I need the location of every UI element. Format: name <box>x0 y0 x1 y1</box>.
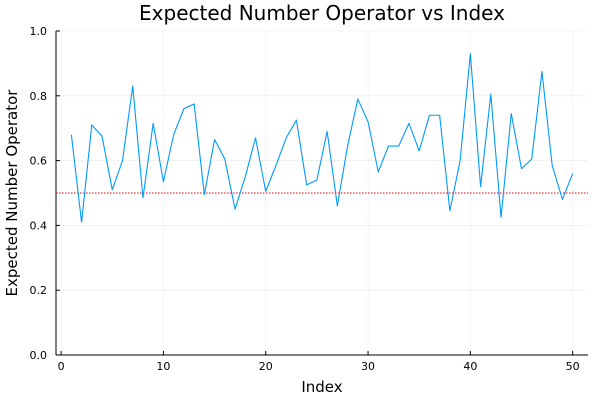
x-tick-label: 50 <box>566 360 580 373</box>
x-tick-label: 40 <box>463 360 477 373</box>
y-tick-label: 0.6 <box>30 155 48 168</box>
x-tick-label: 30 <box>361 360 375 373</box>
grid <box>56 30 588 356</box>
y-tick-label: 0.2 <box>30 284 48 297</box>
series <box>70 53 574 223</box>
y-tick-label: 0.0 <box>30 349 48 362</box>
series-line <box>70 53 574 223</box>
chart-title: Expected Number Operator vs Index <box>139 1 505 25</box>
x-tick-label: 20 <box>259 360 273 373</box>
x-tick-label: 0 <box>58 360 65 373</box>
x-axis-title: Index <box>301 378 342 396</box>
y-tick-label: 0.8 <box>30 90 48 103</box>
y-tick-label: 0.4 <box>30 219 48 232</box>
y-axis-title: Expected Number Operator <box>3 89 21 297</box>
tick-labels: 0 10 20 30 40 50 0.0 0.2 0.4 0.6 0.8 1.0 <box>30 25 580 373</box>
x-tick-label: 10 <box>156 360 170 373</box>
axes <box>55 30 588 356</box>
y-tick-label: 1.0 <box>30 25 48 38</box>
